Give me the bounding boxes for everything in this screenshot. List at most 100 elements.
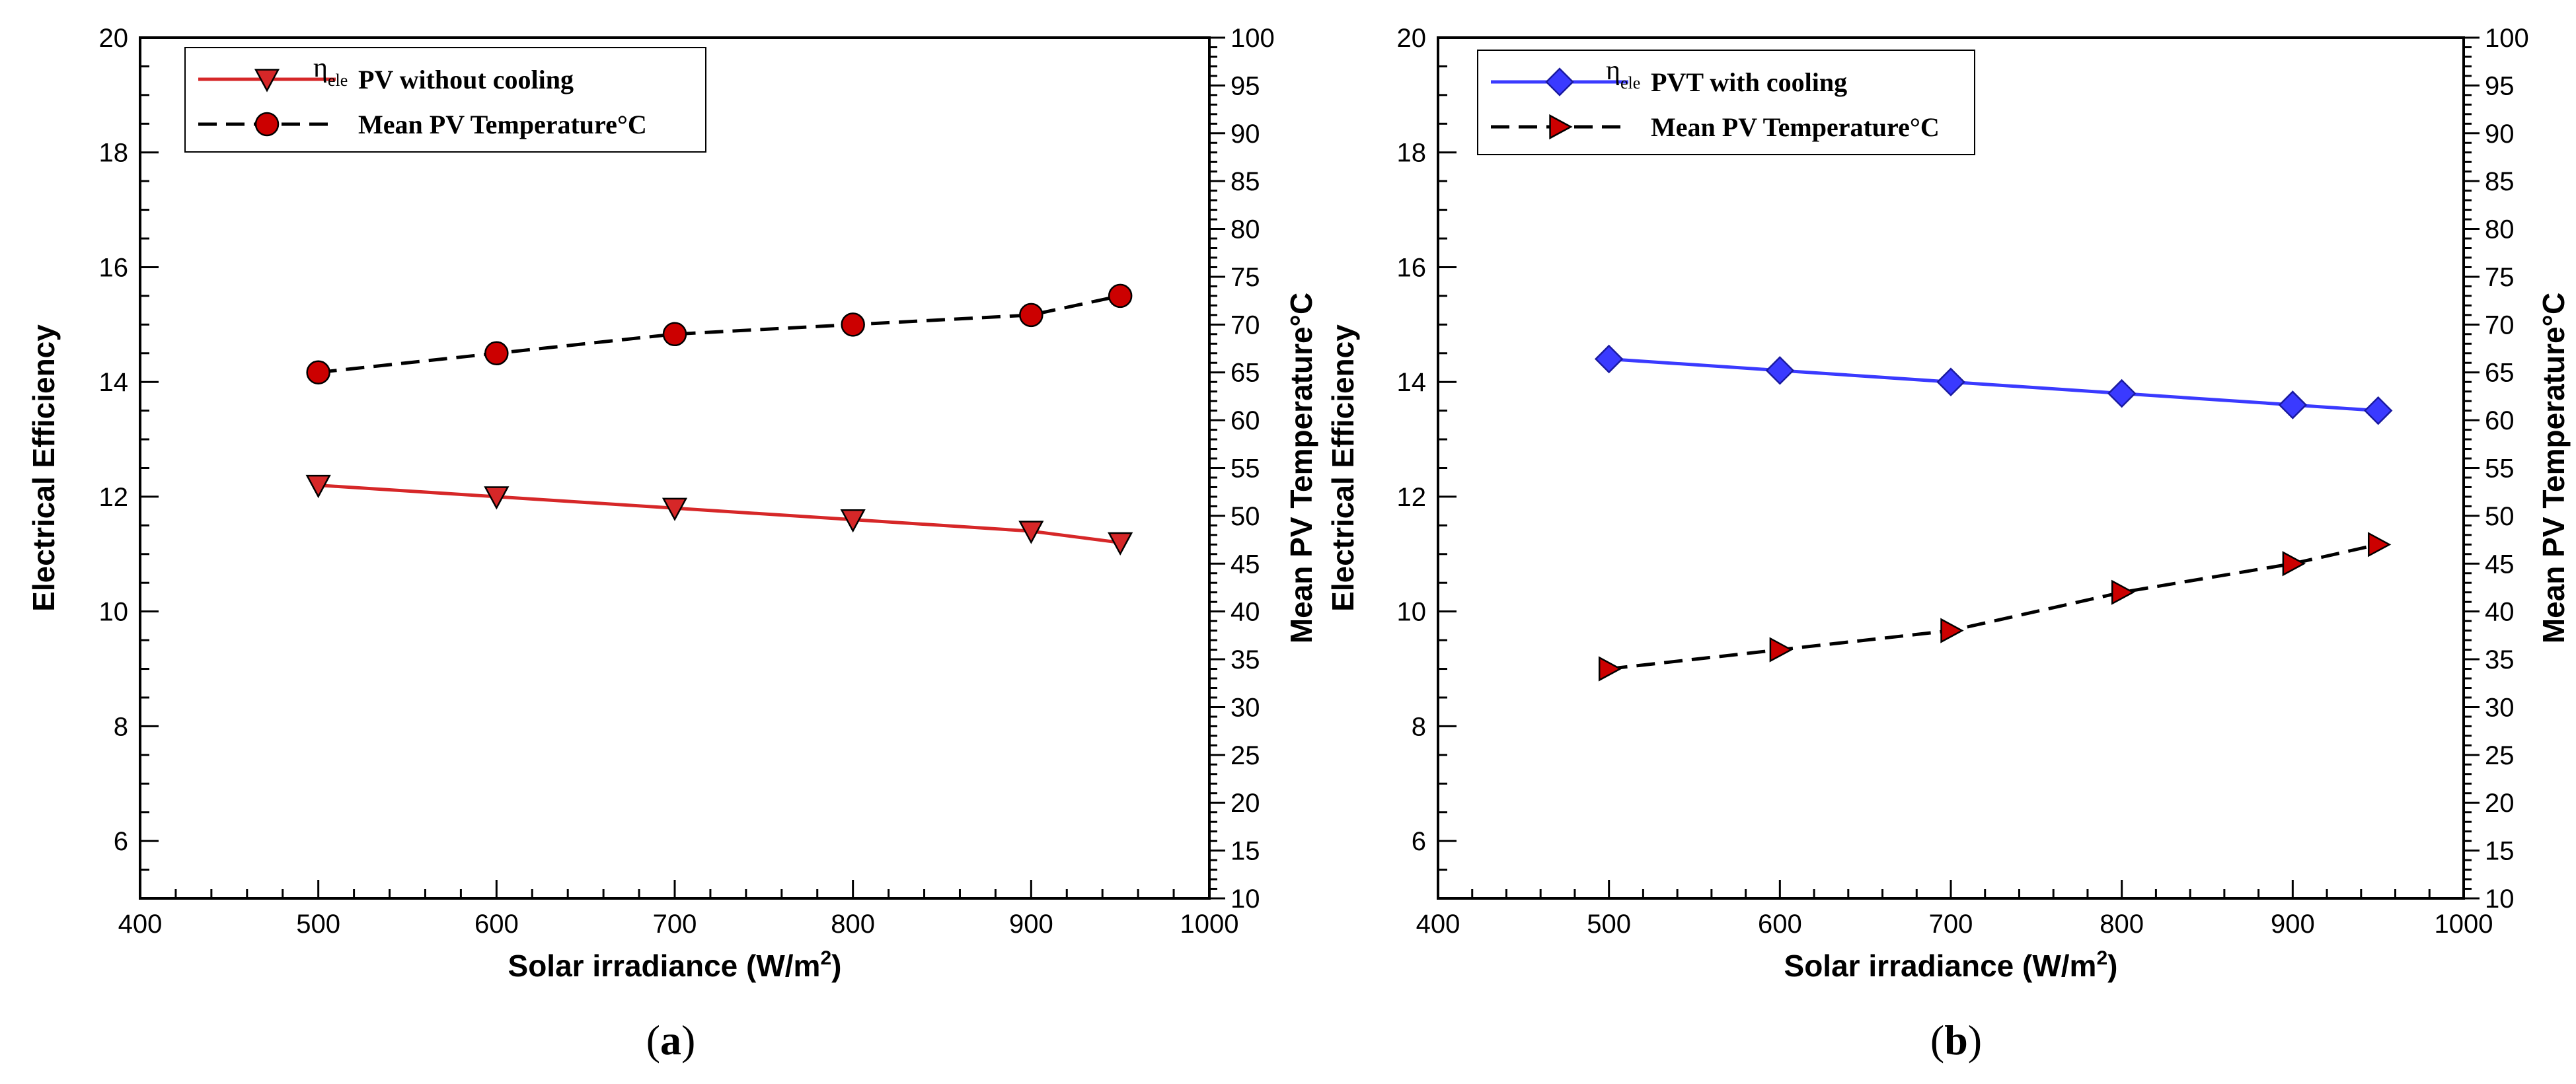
data-point-0-1 <box>484 486 510 510</box>
y-tick-label: 20 <box>1397 24 1427 53</box>
data-point-1-3 <box>841 312 865 337</box>
data-point-0-5 <box>1108 532 1133 556</box>
caption-letter: b <box>1944 1017 1968 1064</box>
data-point-1-5 <box>2367 532 2392 558</box>
y-tick-label: 14 <box>99 368 129 397</box>
panel-caption-a: (a) <box>646 1017 696 1064</box>
y2-tick-label: 45 <box>2485 550 2515 579</box>
x-axis-title: Solar irradiance (W/m2) <box>508 947 842 983</box>
legend-label-1: Mean PV Temperature°C <box>358 110 647 139</box>
y2-tick-label: 70 <box>1231 310 1260 340</box>
data-point-1-0 <box>1598 656 1622 682</box>
caption-open-paren: ( <box>646 1017 660 1064</box>
y2-tick-label: 95 <box>2485 71 2515 100</box>
y-tick-label: 16 <box>1397 253 1427 282</box>
y2-tick-label: 15 <box>2485 837 2515 866</box>
x-tick-label: 1000 <box>2435 910 2493 939</box>
y2-tick-label: 25 <box>1231 741 1260 770</box>
y2-tick-label: 90 <box>1231 120 1260 149</box>
panel-caption-b: (b) <box>1930 1017 1982 1064</box>
series-line-0 <box>318 484 1121 544</box>
y2-tick-label: 65 <box>2485 359 2515 388</box>
y2-tick-label: 60 <box>1231 406 1260 435</box>
x-tick-label: 600 <box>474 910 519 939</box>
y-tick-label: 8 <box>114 712 128 741</box>
y-tick-label: 12 <box>99 483 129 512</box>
x-axis-title-superscript: 2 <box>2096 947 2107 969</box>
y2-tick-label: 25 <box>2485 741 2515 770</box>
y-tick-label: 18 <box>1397 139 1427 168</box>
y-tick-label: 12 <box>1397 483 1427 512</box>
x-tick-label: 700 <box>653 910 697 939</box>
y2-tick-label: 10 <box>1231 885 1260 914</box>
x-tick-label: 600 <box>1758 910 1802 939</box>
data-point-0-2 <box>1936 367 1965 396</box>
legend: η ele PV without cooling Mean PV Temperatur… <box>184 47 706 153</box>
legend-label-0: PVT with cooling <box>1651 67 1847 97</box>
y2-tick-label: 30 <box>2485 693 2515 722</box>
y2-tick-label: 80 <box>1231 215 1260 244</box>
x-tick-label: 800 <box>2100 910 2144 939</box>
y2-axis-title: Mean PV Temperature°C <box>2536 293 2571 643</box>
data-point-1-1 <box>484 341 509 366</box>
legend-marker-0 <box>1545 67 1574 96</box>
legend-box <box>1477 50 1975 155</box>
x-tick-label: 400 <box>1416 910 1460 939</box>
data-point-0-0 <box>305 474 331 499</box>
y2-tick-label: 85 <box>2485 167 2515 196</box>
y-axis-title: Electrical Efficiency <box>1326 324 1360 612</box>
legend-label-1: Mean PV Temperature°C <box>1651 112 1940 142</box>
y2-tick-label: 35 <box>2485 645 2515 674</box>
y2-tick-label: 40 <box>2485 598 2515 627</box>
y-axis-title: Electrical Efficiency <box>26 324 61 612</box>
y2-tick-label: 50 <box>1231 502 1260 531</box>
data-point-0-3 <box>2107 379 2137 408</box>
y2-tick-label: 70 <box>2485 310 2515 340</box>
y2-tick-label: 50 <box>2485 502 2515 531</box>
y2-tick-label: 75 <box>1231 263 1260 292</box>
y2-tick-label: 100 <box>1231 24 1275 53</box>
series-line-1 <box>318 294 1121 375</box>
y-tick-label: 14 <box>1397 368 1427 397</box>
caption-close-paren: ) <box>1968 1017 1982 1064</box>
data-point-1-4 <box>2282 551 2306 577</box>
y2-tick-label: 100 <box>2485 24 2529 53</box>
y2-tick-label: 95 <box>1231 71 1260 100</box>
y-tick-label: 20 <box>99 24 129 53</box>
data-point-0-0 <box>1594 344 1624 374</box>
y2-tick-label: 10 <box>2485 885 2515 914</box>
data-point-1-1 <box>1769 637 1793 663</box>
y2-tick-label: 65 <box>1231 359 1260 388</box>
y2-tick-label: 80 <box>2485 215 2515 244</box>
x-tick-label: 1000 <box>1180 910 1239 939</box>
series-line-1 <box>1609 542 2379 671</box>
plot-frame <box>139 36 1211 900</box>
data-point-0-3 <box>840 509 866 533</box>
x-axis-title-text: Solar irradiance (W/m <box>1784 949 2097 983</box>
x-axis-title: Solar irradiance (W/m2) <box>1784 947 2118 983</box>
legend-eta-symbol: η <box>1606 55 1620 86</box>
x-tick-label: 500 <box>296 910 340 939</box>
data-point-1-4 <box>1019 303 1043 328</box>
data-point-1-3 <box>2111 579 2135 605</box>
y2-tick-label: 45 <box>1231 550 1260 579</box>
data-point-0-2 <box>662 497 688 521</box>
series-line-0 <box>1609 357 2378 413</box>
data-point-1-5 <box>1108 283 1133 308</box>
data-point-0-4 <box>1018 521 1044 544</box>
y2-tick-label: 20 <box>1231 789 1260 818</box>
y-tick-label: 10 <box>99 598 129 627</box>
data-point-0-1 <box>1765 356 1795 385</box>
x-axis-title-end: ) <box>831 949 841 983</box>
x-tick-label: 900 <box>2271 910 2315 939</box>
x-tick-label: 900 <box>1009 910 1053 939</box>
y-tick-label: 16 <box>99 253 129 282</box>
data-point-0-5 <box>2363 396 2393 425</box>
y-tick-label: 6 <box>114 827 128 856</box>
y2-tick-label: 55 <box>1231 454 1260 484</box>
y2-tick-label: 75 <box>2485 263 2515 292</box>
x-tick-label: 800 <box>831 910 875 939</box>
legend-marker-0 <box>254 69 280 92</box>
chart-panel-b: 400 500 600 700 800 900 1000 6 8 10 12 14 16 18 20 10 15… <box>1326 24 2571 1064</box>
